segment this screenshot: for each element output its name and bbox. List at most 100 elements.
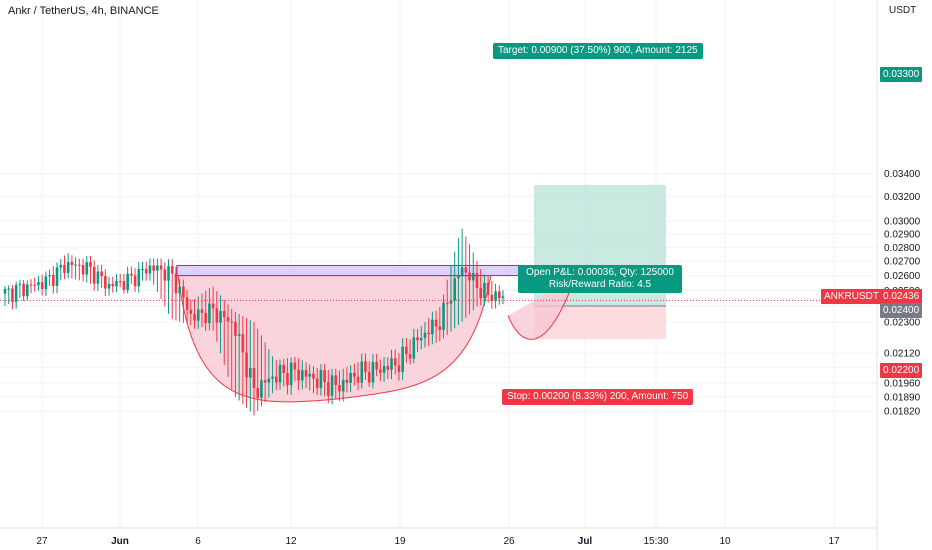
y-tick-label: 0.02120 (884, 349, 921, 360)
candle-body (453, 278, 456, 301)
last-price-tag: 0.02436 (880, 289, 923, 304)
candle-body (182, 286, 185, 298)
candlestick-series (3, 228, 505, 416)
candle-body (386, 365, 390, 370)
candle-body (25, 284, 29, 297)
candle-body (497, 291, 501, 299)
candle-body (274, 376, 278, 383)
y-tick-label: 0.02300 (884, 318, 921, 329)
candle-body (118, 281, 122, 283)
x-tick-label: 27 (36, 536, 48, 547)
candle-body (29, 284, 33, 286)
candle-body (379, 369, 382, 373)
candle-body (193, 313, 196, 321)
x-tick-label: 6 (195, 536, 201, 547)
symbol-title[interactable]: Ankr / TetherUS, 4h, BINANCE (8, 5, 159, 17)
candle-body (319, 370, 323, 389)
x-tick-label: 26 (503, 536, 515, 547)
candle-body (248, 368, 252, 378)
candle-body (278, 364, 282, 383)
candle-body (338, 385, 341, 392)
candle-body (423, 332, 427, 339)
candle-body (211, 303, 215, 309)
candle-body (308, 373, 312, 377)
candle-body (230, 321, 234, 323)
stop-price-tag: 0.02200 (880, 363, 923, 378)
candle-body (263, 380, 267, 383)
candle-body (215, 308, 219, 323)
candle-body (174, 273, 178, 294)
candle-body (483, 282, 486, 299)
candle-body (297, 369, 300, 381)
candle-body (293, 362, 297, 370)
candle-body (222, 311, 226, 318)
candle-body (111, 283, 115, 287)
candle-body (260, 380, 263, 398)
candle-body (416, 337, 419, 341)
y-tick-label: 0.02600 (884, 271, 921, 282)
candle-body (85, 262, 89, 275)
candle-body (286, 373, 289, 386)
target-label: Target: 0.00900 (37.50%) 900, Amount: 21… (493, 43, 703, 59)
candle-body (301, 370, 304, 381)
candle-body (115, 281, 118, 287)
x-tick-label: 19 (394, 536, 406, 547)
candle-body (204, 312, 207, 324)
candle-body (40, 282, 44, 290)
y-tick-label: 0.02700 (884, 257, 921, 268)
stop-label: Stop: 0.00200 (8.33%) 200, Amount: 750 (502, 389, 694, 405)
candle-body (471, 273, 475, 281)
candle-body (126, 273, 129, 290)
candle-body (304, 370, 308, 377)
candle-body (449, 300, 453, 304)
candle-body (464, 267, 468, 273)
candle-body (44, 276, 48, 290)
candle-body (438, 326, 442, 330)
candle-body (393, 358, 397, 366)
x-tick-label: Jun (111, 536, 129, 547)
candle-body (74, 264, 77, 266)
x-tick-label: 12 (285, 536, 297, 547)
candle-body (96, 271, 100, 284)
candle-body (148, 265, 152, 274)
candle-body (237, 334, 241, 336)
candle-body (375, 362, 378, 370)
candle-body (367, 372, 371, 383)
candle-body (137, 269, 141, 287)
candle-body (130, 273, 133, 276)
candle-body (252, 368, 256, 388)
price-unit-label: USDT (889, 5, 917, 16)
candle-body (3, 288, 7, 294)
y-tick-label: 0.02900 (884, 230, 921, 241)
candle-body (159, 265, 163, 270)
candle-body (66, 262, 70, 273)
candle-body (349, 372, 352, 383)
y-tick-label: 0.03000 (884, 217, 921, 228)
candle-body (356, 376, 360, 383)
candle-body (59, 265, 63, 268)
candle-body (460, 267, 464, 275)
risk-reward-label: Risk/Reward Ratio: 4.5 (548, 279, 652, 290)
candle-body (431, 319, 434, 335)
candle-body (371, 362, 375, 383)
time-axis: 27 Jun 6 12 19 26 Jul 15:30 10 17 (36, 536, 840, 547)
candle-body (241, 334, 245, 353)
candle-body (364, 361, 367, 373)
pnl-label: Open P&L: 0.00036, Qty: 125000 (526, 267, 674, 278)
candle-body (382, 365, 386, 373)
candle-body (226, 317, 230, 322)
y-tick-label: 0.01960 (884, 378, 921, 389)
candle-body (434, 319, 438, 327)
candle-body (37, 282, 40, 286)
candle-body (486, 282, 490, 295)
candle-body (152, 265, 155, 271)
candle-body (457, 274, 460, 279)
candle-body (14, 285, 18, 302)
candle-body (271, 376, 274, 379)
candle-body (104, 276, 107, 289)
candle-body (330, 375, 334, 396)
candle-body (267, 378, 271, 383)
candle-body (442, 302, 445, 330)
candle-body (334, 375, 338, 386)
